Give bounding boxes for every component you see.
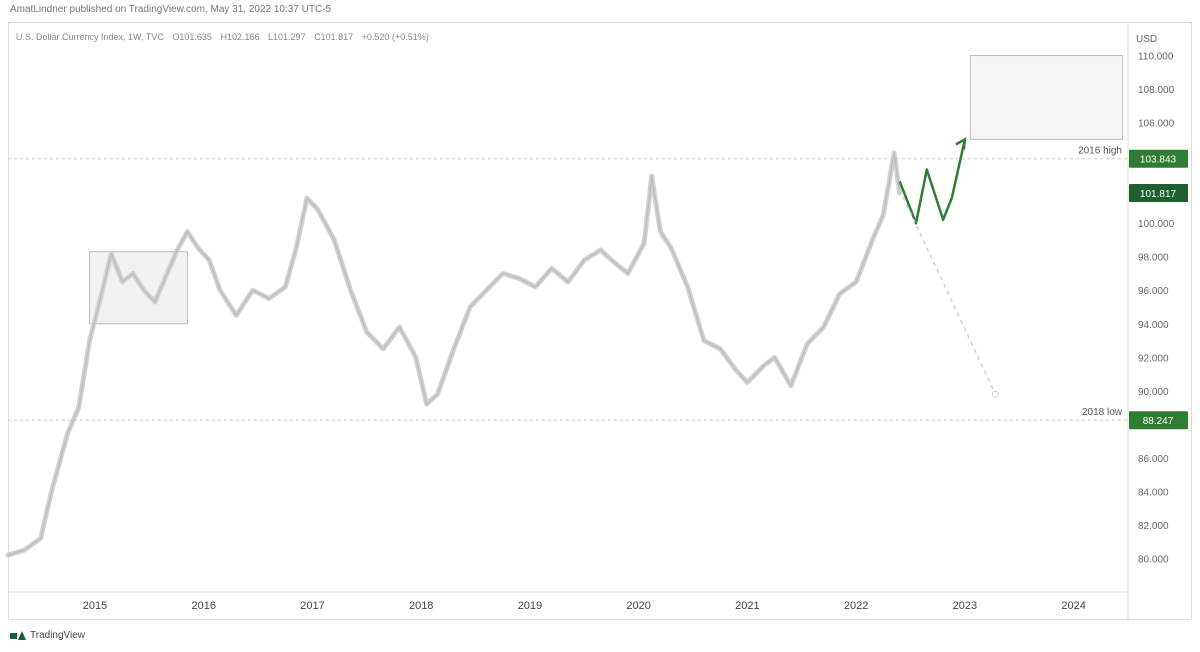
price-badge	[1129, 149, 1188, 168]
price-tick-label: 96.000	[1138, 286, 1169, 297]
legend-open: O101.635	[172, 32, 212, 42]
price-axis-unit: USD	[1136, 34, 1157, 45]
price-badge	[1129, 411, 1188, 430]
time-axis[interactable]: 2015 2016 2017 2018 2019 2020 2021 2022 2023 2024	[83, 600, 1086, 612]
legend-close: C101.817	[314, 32, 354, 42]
price-series	[5, 150, 903, 558]
time-tick-label: 2024	[1061, 600, 1085, 612]
price-tick-label: 80.000	[1138, 554, 1169, 565]
reference-line-label: 2016 high	[1078, 146, 1122, 157]
time-tick-label: 2015	[83, 600, 107, 612]
legend-change: +0.520 (+0.51%)	[361, 32, 429, 42]
time-tick-label: 2020	[626, 600, 650, 612]
projection-endpoint	[991, 390, 999, 398]
price-tick-label: 90.000	[1138, 387, 1169, 398]
price-axis[interactable]: 80.00082.00084.00086.00088.00090.00092.0…	[1138, 52, 1175, 566]
publish-byline: AmatLindner published on TradingView.com…	[10, 4, 332, 15]
price-tick-label: 92.000	[1138, 353, 1169, 364]
projection-arrowhead	[955, 137, 967, 150]
time-tick-label: 2021	[735, 600, 759, 612]
time-tick-label: 2023	[953, 600, 977, 612]
time-tick-label: 2022	[844, 600, 868, 612]
price-tick-label: 86.000	[1138, 454, 1169, 465]
target-zone-box	[969, 55, 1124, 140]
time-tick-label: 2018	[409, 600, 433, 612]
legend-high: H102.166	[220, 32, 260, 42]
price-tick-label: 94.000	[1138, 320, 1169, 331]
time-tick-label: 2019	[518, 600, 542, 612]
price-badge-label: 88.247	[1143, 416, 1174, 427]
tradingview-logo[interactable]: TradingView	[10, 630, 85, 641]
price-tick-label: 98.000	[1138, 253, 1169, 264]
price-tick-label: 82.000	[1138, 521, 1169, 532]
time-tick-label: 2016	[191, 600, 215, 612]
price-tick-label: 110.000	[1138, 52, 1174, 63]
current-price-label: 101.817	[1140, 189, 1177, 200]
legend-symbol: U.S. Dollar Currency Index, 1W, TVC	[16, 32, 164, 42]
dxy-price-line	[7, 152, 901, 556]
dxy-price-band	[5, 150, 903, 558]
time-tick-label: 2017	[300, 600, 324, 612]
tradingview-logo-icon	[10, 630, 26, 641]
price-tick-label: 100.000	[1138, 219, 1175, 230]
legend-low: L101.297	[268, 32, 306, 42]
projections	[898, 137, 999, 398]
current-price-badge	[1129, 184, 1188, 202]
bearish-projection-line	[898, 189, 997, 395]
brand-name: TradingView	[30, 630, 86, 641]
symbol-legend: U.S. Dollar Currency Index, 1W, TVC O101…	[16, 32, 435, 42]
price-tick-label: 106.000	[1138, 119, 1175, 130]
drawings	[89, 55, 1124, 325]
price-tick-label: 108.000	[1138, 85, 1175, 96]
price-badge-label: 103.843	[1140, 155, 1177, 166]
bullish-projection-path	[898, 139, 967, 225]
reference-lines: 2016 high 103.843 2018 low 88.247 101.817	[8, 146, 1188, 430]
price-tick-label: 84.000	[1138, 487, 1169, 498]
reference-line-label: 2018 low	[1082, 407, 1123, 418]
chart-frame	[8, 22, 1192, 620]
